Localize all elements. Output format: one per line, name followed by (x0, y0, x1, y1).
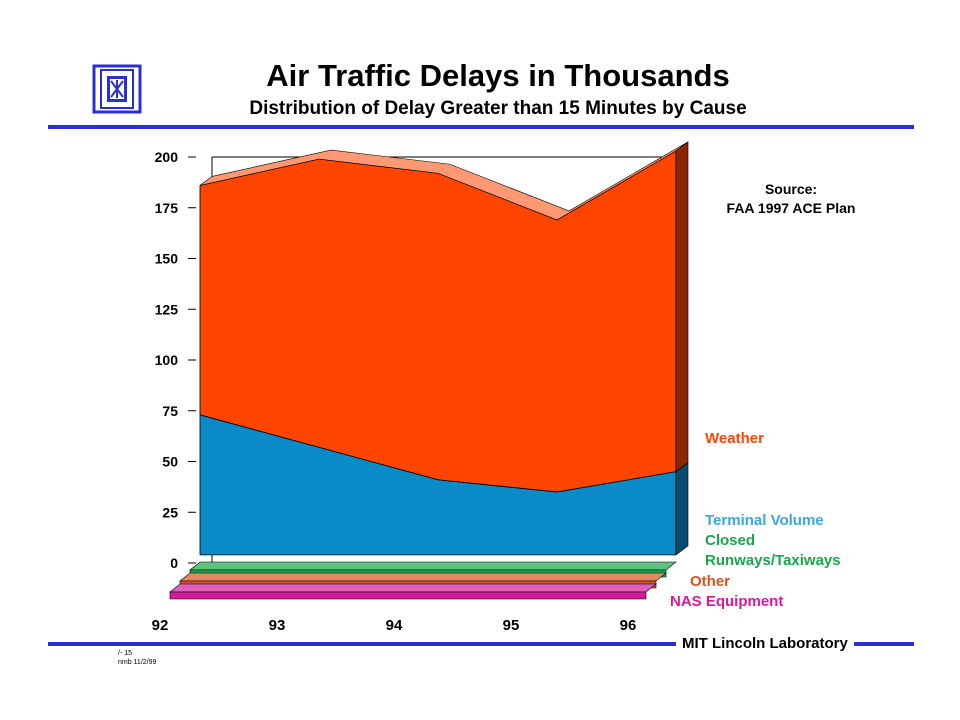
legend-label: Closed (705, 532, 755, 549)
x-tick-label: 95 (503, 617, 520, 634)
y-tick-label: 175 (155, 200, 179, 216)
y-tick-label: 125 (155, 301, 179, 317)
y-tick-label: 50 (162, 454, 178, 470)
legend-label: Runways/Taxiways (705, 552, 841, 569)
legend-label: Other (690, 573, 730, 590)
chart-floor (169, 561, 677, 600)
y-tick-label: 150 (155, 251, 179, 267)
legend-label: Terminal Volume (705, 512, 824, 529)
page-title: Air Traffic Delays in Thousands (266, 58, 730, 93)
y-tick-label: 200 (155, 149, 179, 165)
side-weather (675, 141, 689, 473)
header-rule (48, 125, 914, 129)
legend-label: NAS Equipment (670, 593, 783, 610)
chart-legend: Weather Terminal Volume Closed Runways/Taxi… (670, 430, 841, 610)
ribbon-top-0 (189, 561, 677, 571)
side-terminal-volume (675, 462, 689, 556)
source-value: FAA 1997 ACE Plan (726, 200, 856, 216)
y-tick-label: 0 (170, 555, 178, 571)
y-axis-ticks: 0 25 50 75 100 125 150 175 200 (155, 149, 196, 571)
mit-logo-icon (92, 64, 142, 114)
ribbon-top-2 (169, 583, 657, 593)
x-tick-label: 93 (269, 617, 286, 634)
y-tick-label: 100 (155, 352, 179, 368)
page-number: /- 15 (118, 650, 133, 657)
chart-areas (199, 141, 689, 556)
ribbon-front-2 (169, 591, 647, 600)
legend-label: Weather (705, 430, 764, 447)
x-tick-label: 94 (386, 617, 403, 634)
source-label: Source: (764, 181, 818, 197)
page-subtitle: Distribution of Delay Greater than 15 Mi… (249, 98, 747, 119)
footer-rule (48, 642, 914, 646)
ribbon-top-1 (179, 572, 667, 582)
page-date: nmb 11/2/99 (118, 659, 157, 666)
y-tick-label: 75 (162, 403, 178, 419)
x-tick-label: 96 (620, 617, 637, 634)
x-axis-ticks: 92 93 94 95 96 (152, 617, 637, 634)
source-note: Source: FAA 1997 ACE Plan (716, 180, 866, 218)
footer-org: MIT Lincoln Laboratory (676, 635, 854, 652)
y-tick-label: 25 (162, 504, 178, 520)
x-tick-label: 92 (152, 617, 169, 634)
